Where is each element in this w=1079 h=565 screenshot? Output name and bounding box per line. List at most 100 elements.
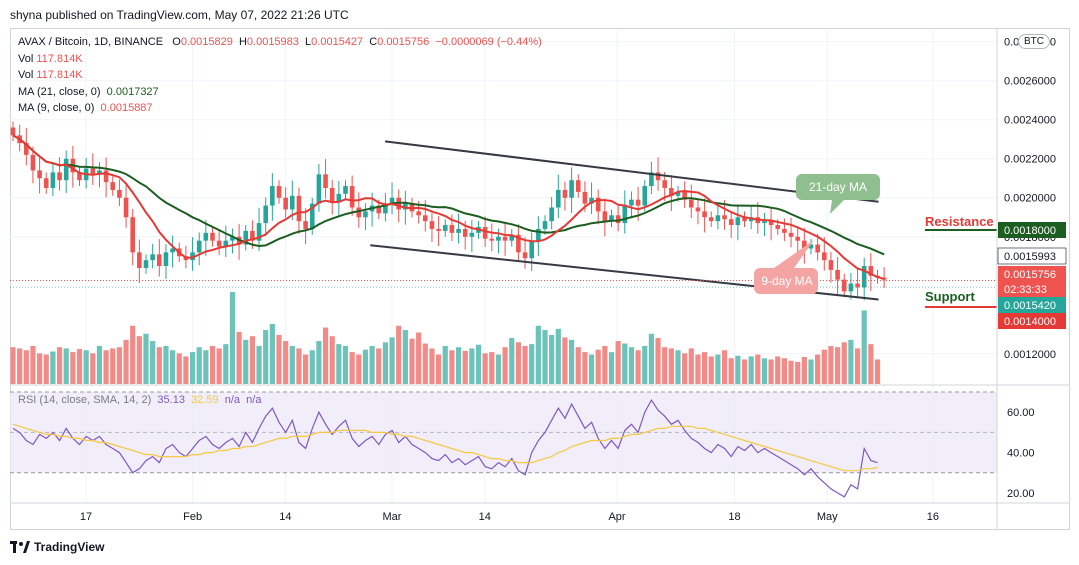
candle[interactable] [562,181,568,211]
candle[interactable] [602,198,608,237]
candle[interactable] [615,204,621,232]
candle[interactable] [589,182,594,215]
candle[interactable] [270,173,275,221]
candle[interactable] [90,153,96,185]
candle[interactable] [795,228,800,254]
candle[interactable] [762,212,767,236]
candle[interactable] [642,180,648,212]
candle[interactable] [436,216,441,247]
candle[interactable] [768,208,774,241]
candle[interactable] [815,234,820,261]
candle[interactable] [702,198,707,233]
rsi-label[interactable]: RSI (14, close, SMA, 14, 2) [18,394,152,406]
candle[interactable] [822,237,827,271]
candle[interactable] [137,239,142,284]
candle[interactable] [828,251,834,283]
candle[interactable] [10,121,16,142]
candle[interactable] [37,157,42,194]
candle[interactable] [50,161,56,197]
candle[interactable] [429,212,435,242]
candle[interactable] [456,213,461,244]
candle[interactable] [569,167,574,213]
candle[interactable] [336,180,342,217]
candle[interactable] [662,172,667,201]
candle[interactable] [715,204,721,230]
candle[interactable] [43,172,49,194]
candle[interactable] [290,180,295,220]
candle[interactable] [57,157,62,191]
candle[interactable] [30,146,36,184]
candle[interactable] [649,161,654,195]
candle[interactable] [522,237,528,269]
candle[interactable] [163,244,169,279]
candle[interactable] [110,176,116,196]
vol1-label[interactable]: Vol [18,52,34,65]
candle[interactable] [236,223,242,260]
candle[interactable] [861,257,867,301]
candle[interactable] [203,219,209,256]
candle[interactable] [735,204,741,241]
candle[interactable] [788,217,794,248]
candle[interactable] [802,227,807,264]
vol2-label[interactable]: Vol [18,69,34,81]
currency-badge[interactable]: BTC [1018,34,1050,49]
candle[interactable] [502,223,508,256]
candle[interactable] [742,211,747,228]
ma9-label[interactable]: MA (9, close, 0) [18,102,95,114]
candle[interactable] [256,207,262,252]
candle[interactable] [708,211,714,228]
candle[interactable] [103,157,109,198]
candle[interactable] [389,182,395,215]
candle[interactable] [609,209,614,228]
candle[interactable] [835,257,840,295]
candle[interactable] [728,211,734,238]
candle[interactable] [323,159,328,199]
candle[interactable] [536,216,541,256]
candle[interactable] [469,219,475,252]
candle[interactable] [442,219,448,237]
candle[interactable] [123,182,129,228]
candle[interactable] [622,190,628,234]
candle[interactable] [24,127,29,166]
candle[interactable] [689,184,694,219]
candle[interactable] [542,215,548,235]
candle[interactable] [575,174,581,198]
candle[interactable] [216,230,222,255]
candle[interactable] [808,238,814,255]
candle[interactable] [243,225,249,251]
candle[interactable] [349,175,355,216]
candle[interactable] [170,235,175,268]
candle[interactable] [143,254,149,274]
candle[interactable] [210,227,215,247]
candle[interactable] [263,197,268,236]
candle[interactable] [629,191,634,219]
candle[interactable] [130,209,135,266]
candle[interactable] [196,232,202,266]
candle[interactable] [682,181,687,208]
candle[interactable] [276,180,282,204]
candle[interactable] [230,228,235,254]
candle[interactable] [63,150,69,194]
candle[interactable] [529,232,534,272]
candle[interactable] [695,199,701,225]
candle[interactable] [150,243,155,269]
candle[interactable] [363,203,368,231]
candle[interactable] [595,189,601,225]
ma21-label[interactable]: MA (21, close, 0) [18,85,101,98]
candle[interactable] [556,174,561,219]
candle[interactable] [489,223,495,252]
candle[interactable] [296,187,302,235]
candle[interactable] [190,237,195,271]
candle[interactable] [329,179,335,215]
candle[interactable] [117,179,122,206]
candle[interactable] [855,268,860,299]
candle[interactable] [157,239,162,277]
candle[interactable] [77,166,82,187]
candle[interactable] [223,225,229,258]
candle[interactable] [782,218,787,242]
candle[interactable] [841,273,847,298]
candle[interactable] [316,163,322,212]
symbol[interactable]: AVAX / Bitcoin, 1D, BINANCE [18,36,164,48]
candle[interactable] [343,180,348,200]
